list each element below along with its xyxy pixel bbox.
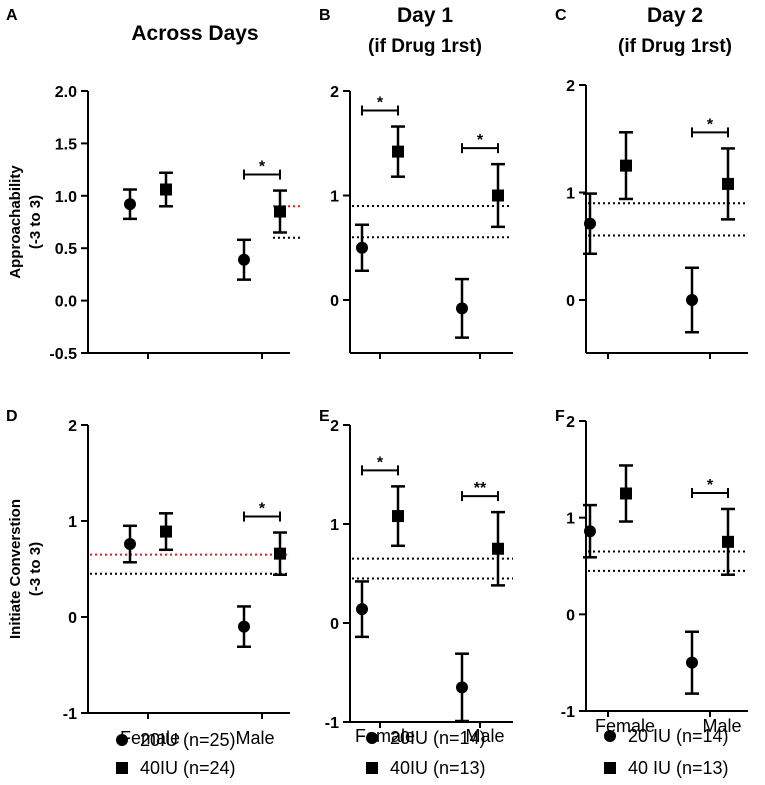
significance-label: * — [377, 454, 384, 471]
y-tick-label: -0.5 — [49, 346, 77, 363]
data-point-circle — [456, 302, 468, 315]
y-tick-label: 0 — [68, 610, 77, 627]
y-tick-label: 0 — [566, 607, 575, 624]
data-point-circle — [238, 620, 250, 633]
y-tick-label: -1 — [63, 706, 77, 723]
y-tick-label: 0 — [330, 293, 339, 310]
data-point-square — [620, 487, 632, 500]
panel-c-title: (if Drug 1rst) — [618, 36, 732, 57]
y-tick-label: 2 — [68, 418, 77, 435]
y-tick-label: 0.5 — [55, 241, 77, 258]
data-point-circle — [584, 525, 596, 538]
significance-label: * — [707, 477, 714, 494]
legend-marker-circle — [366, 732, 378, 744]
y-axis-label: Approachability — [7, 165, 24, 279]
y-tick-label: 1 — [566, 511, 575, 528]
legend-label: 20 IU (n=14) — [628, 726, 729, 746]
data-point-circle — [356, 241, 368, 254]
data-point-circle — [124, 538, 136, 551]
panel-b-title: (if Drug 1rst) — [368, 36, 482, 57]
significance-label: * — [707, 116, 714, 133]
significance-label: * — [259, 501, 266, 518]
y-tick-label: 2 — [566, 414, 575, 431]
data-point-circle — [686, 656, 698, 669]
panel-b-title: Day 1 — [397, 4, 453, 27]
data-point-square — [722, 535, 734, 548]
x-tick-label: Male — [465, 726, 504, 746]
data-point-circle — [124, 198, 136, 211]
panel-c-letter: C — [555, 7, 567, 24]
y-axis-label: (-3 to 3) — [27, 542, 44, 596]
data-point-circle — [356, 603, 368, 616]
y-tick-label: 1 — [566, 186, 575, 203]
data-point-square — [620, 159, 632, 172]
y-tick-label: 2 — [330, 418, 339, 435]
legend-label: 40 IU (n=13) — [628, 758, 729, 778]
panel-b: B Day 1 (if Drug 1rst) 2 1 0 * * — [319, 4, 513, 359]
y-tick-label: 1.5 — [55, 136, 77, 153]
y-tick-label: 1.0 — [55, 189, 77, 206]
data-point-square — [392, 145, 404, 158]
y-tick-label: 1 — [330, 517, 339, 534]
significance-label: * — [377, 95, 384, 112]
legend-label: 20IU (n=25) — [140, 730, 236, 750]
y-axis-label: Initiate Converstion — [7, 499, 24, 639]
legend-marker-square — [366, 762, 378, 774]
panel-c: C Day 2 (if Drug 1rst) 2 1 0 * — [555, 4, 748, 359]
y-tick-label: -1 — [325, 715, 339, 732]
significance-label: * — [477, 132, 484, 149]
y-tick-label: 2 — [330, 84, 339, 101]
legend-marker-square — [116, 762, 128, 774]
panel-e-letter: E — [319, 408, 330, 425]
data-point-square — [492, 189, 504, 202]
x-tick-label: Male — [235, 728, 274, 748]
panel-a-letter: A — [6, 7, 18, 24]
significance-label: ** — [474, 480, 487, 497]
panel-b-letter: B — [319, 7, 331, 24]
panel-d: D Initiate Converstion (-3 to 3) 2 1 0 -1 * Fema… — [6, 408, 290, 778]
y-tick-label: 0 — [566, 293, 575, 310]
x-tick-label: Female — [120, 728, 180, 748]
data-point-square — [722, 177, 734, 190]
panel-c-title: Day 2 — [647, 4, 703, 27]
panel-a: A Across Days Approachability (-3 to 3) 2.0 1… — [6, 7, 300, 363]
y-axis-label: (-3 to 3) — [27, 195, 44, 249]
legend-label: 40IU (n=24) — [140, 758, 236, 778]
y-tick-label: 0 — [330, 616, 339, 633]
x-tick-label: Male — [702, 716, 741, 736]
legend-marker-square — [604, 762, 616, 774]
data-point-square — [392, 510, 404, 523]
significance-label: * — [259, 159, 266, 176]
legend-marker-circle — [116, 734, 128, 746]
y-tick-label: 2 — [566, 78, 575, 95]
y-tick-label: 0.0 — [55, 294, 77, 311]
data-point-circle — [456, 681, 468, 694]
data-point-square — [274, 205, 286, 218]
data-point-square — [160, 525, 172, 538]
panel-a-title: Across Days — [131, 22, 258, 45]
y-tick-label: -1 — [561, 704, 575, 721]
data-point-circle — [686, 294, 698, 306]
y-tick-label: 1 — [330, 189, 339, 206]
panel-f-letter: F — [555, 408, 565, 425]
data-point-square — [492, 542, 504, 555]
y-tick-label: 1 — [68, 514, 77, 531]
legend-label: 40IU (n=13) — [390, 758, 486, 778]
y-tick-label: 2.0 — [55, 84, 77, 101]
data-point-square — [160, 183, 172, 196]
data-point-circle — [584, 217, 596, 230]
data-point-square — [274, 547, 286, 560]
legend-marker-circle — [604, 730, 616, 742]
panel-d-letter: D — [6, 408, 18, 425]
data-point-circle — [238, 253, 250, 266]
legend-label: 20IU (n=14) — [390, 728, 486, 748]
